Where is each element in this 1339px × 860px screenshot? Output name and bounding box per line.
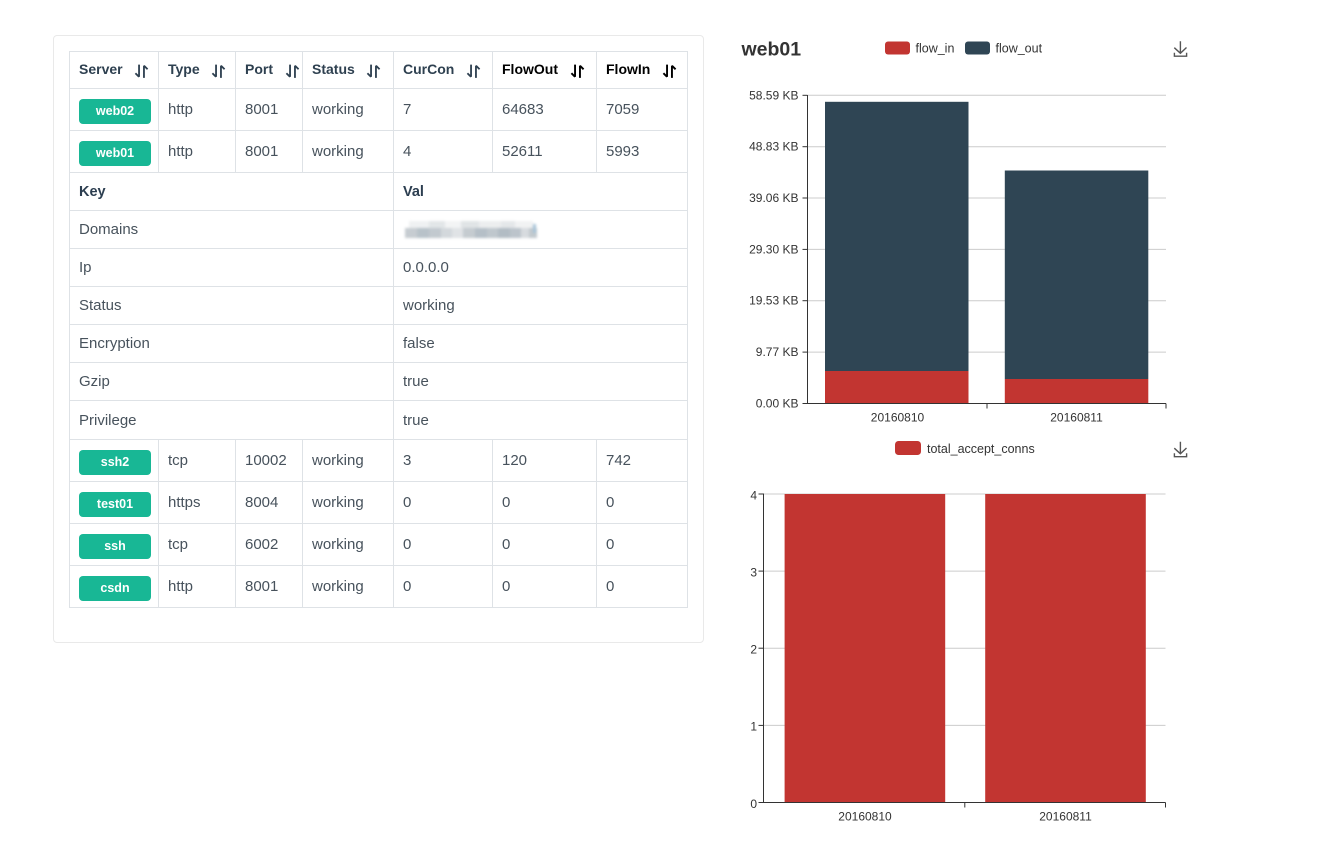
svg-text:29.30 KB: 29.30 KB [749, 242, 798, 256]
svg-text:20160810: 20160810 [838, 810, 892, 824]
svg-text:web01: web01 [741, 39, 802, 61]
svg-text:20160811: 20160811 [1039, 810, 1092, 824]
svg-text:2: 2 [750, 643, 757, 657]
svg-text:48.83 KB: 48.83 KB [749, 140, 798, 154]
svg-text:total_accept_conns: total_accept_conns [927, 442, 1035, 456]
svg-text:flow_out: flow_out [996, 42, 1043, 56]
svg-text:3: 3 [750, 565, 757, 579]
svg-text:0: 0 [750, 797, 757, 811]
svg-text:20160811: 20160811 [1050, 411, 1103, 425]
svg-text:39.06 KB: 39.06 KB [749, 191, 798, 205]
svg-text:20160810: 20160810 [871, 411, 925, 425]
svg-text:58.59 KB: 58.59 KB [749, 88, 798, 102]
svg-text:9.77 KB: 9.77 KB [756, 345, 799, 359]
svg-text:1: 1 [750, 720, 757, 734]
svg-text:4: 4 [750, 488, 757, 502]
svg-text:19.53 KB: 19.53 KB [749, 294, 798, 308]
svg-text:0.00 KB: 0.00 KB [756, 397, 799, 411]
svg-text:flow_in: flow_in [916, 42, 955, 56]
